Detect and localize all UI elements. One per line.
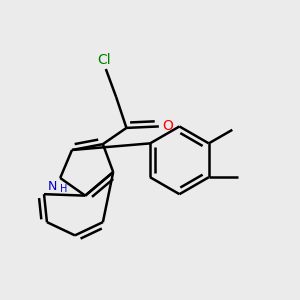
Text: O: O bbox=[162, 118, 173, 133]
Text: H: H bbox=[60, 184, 68, 194]
Text: Cl: Cl bbox=[98, 52, 111, 67]
Text: N: N bbox=[48, 180, 58, 193]
